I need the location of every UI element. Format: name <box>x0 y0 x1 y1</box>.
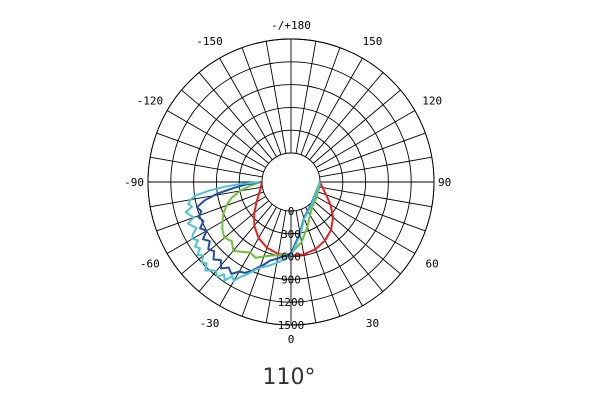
radial-tick-label: 900 <box>281 273 301 286</box>
grid-spoke <box>166 110 267 168</box>
grid-spoke <box>305 57 363 158</box>
grid-spoke <box>309 203 384 292</box>
grid-spoke <box>300 47 341 155</box>
grid-spoke <box>295 41 317 154</box>
grid-spoke <box>319 186 432 208</box>
angle-tick-label: 150 <box>363 35 383 48</box>
grid-spoke <box>318 132 426 173</box>
grid-spoke <box>219 57 277 158</box>
grid-spoke <box>315 196 416 254</box>
grid-spoke <box>318 191 426 232</box>
grid-spoke <box>219 206 277 307</box>
radial-tick-label: 600 <box>281 251 301 264</box>
grid-spoke <box>150 156 263 178</box>
label-layer: -/+1801501209060300-30-60-90-120-1500300… <box>124 19 451 346</box>
grid-spoke <box>241 209 282 317</box>
series-line-1 <box>221 181 321 259</box>
grid-spoke <box>166 196 267 254</box>
angle-tick-label: -150 <box>196 35 223 48</box>
beam-angle-caption: 110° <box>263 365 316 390</box>
grid-spoke <box>265 41 287 154</box>
radial-tick-label: 0 <box>288 205 295 218</box>
angle-tick-label: -30 <box>200 317 220 330</box>
series-line-2 <box>195 181 321 275</box>
grid-spoke <box>150 186 263 208</box>
radial-tick-label: 300 <box>281 228 301 241</box>
series-layer <box>184 181 335 282</box>
radial-tick-label: 1500 <box>278 319 305 332</box>
angle-tick-label: 30 <box>366 317 379 330</box>
grid-spoke <box>295 210 317 323</box>
angle-tick-label: -120 <box>137 95 164 108</box>
series-line-0 <box>253 181 335 257</box>
grid-spoke <box>241 47 282 155</box>
radial-tick-label: 1200 <box>278 296 305 309</box>
angle-tick-label: -60 <box>140 258 160 271</box>
angle-tick-label: 90 <box>438 176 451 189</box>
grid-spoke <box>300 209 341 317</box>
grid-spoke <box>156 132 264 173</box>
grid-spoke <box>309 72 384 161</box>
angle-tick-label: -90 <box>124 176 144 189</box>
grid-spoke <box>312 200 401 275</box>
angle-tick-label: 0 <box>288 333 295 346</box>
angle-tick-label: 120 <box>422 95 442 108</box>
grid-spoke <box>198 203 273 292</box>
grid-spoke <box>181 89 270 164</box>
grid-spoke <box>156 191 264 232</box>
series-line-3 <box>184 181 321 282</box>
grid-spoke <box>265 210 287 323</box>
grid-spoke <box>305 206 363 307</box>
angle-tick-label: 60 <box>426 258 439 271</box>
angle-tick-label: -/+180 <box>271 19 311 32</box>
grid-spoke <box>319 156 432 178</box>
grid-spoke <box>198 72 273 161</box>
grid-spoke <box>315 110 416 168</box>
grid-spoke <box>312 89 401 164</box>
